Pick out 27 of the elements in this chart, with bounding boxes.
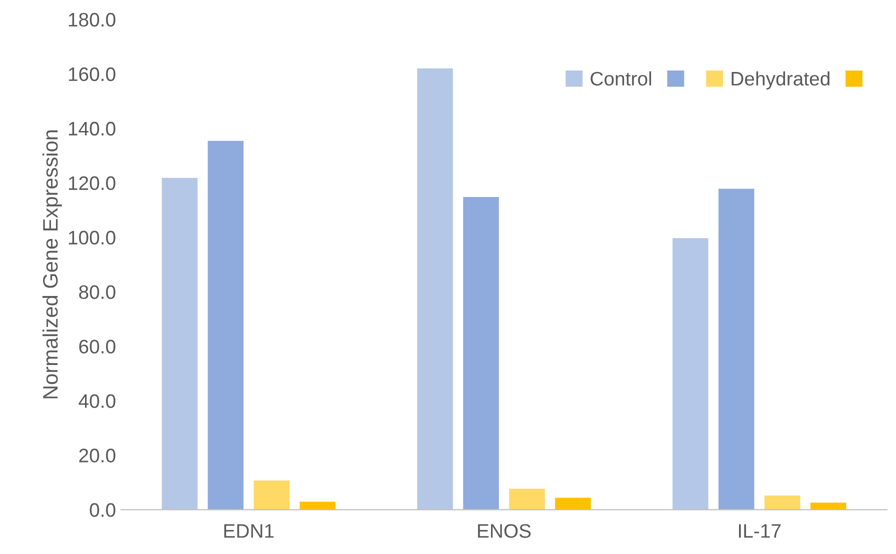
y-tick-label: 180.0 bbox=[68, 12, 116, 27]
bar bbox=[718, 188, 754, 510]
legend-label: Dehydrated bbox=[732, 71, 830, 90]
bar bbox=[208, 140, 244, 510]
bar bbox=[555, 498, 591, 510]
x-tick-label: ENOS bbox=[478, 524, 531, 538]
bar bbox=[162, 178, 198, 510]
bar bbox=[463, 196, 499, 510]
y-tick-label: 20.0 bbox=[79, 448, 116, 462]
bar bbox=[764, 496, 800, 510]
legend-label: Control bbox=[590, 71, 652, 86]
y-tick-label: 140.0 bbox=[68, 122, 116, 136]
y-tick-label: 100.0 bbox=[68, 230, 116, 245]
bar bbox=[810, 502, 846, 510]
bar bbox=[254, 480, 290, 510]
y-tick-label: 60.0 bbox=[79, 340, 116, 354]
y-axis-title: Normalized Gene Expression bbox=[42, 130, 62, 398]
bar bbox=[672, 238, 708, 510]
bar bbox=[509, 488, 545, 510]
y-tick-label: 40.0 bbox=[78, 394, 116, 408]
y-tick-label: 120.0 bbox=[68, 176, 116, 190]
x-tick-label: EDN1 bbox=[224, 524, 274, 538]
bar bbox=[417, 68, 453, 510]
y-tick-label: 160.0 bbox=[68, 67, 116, 82]
y-tick-label: 0.0 bbox=[90, 503, 116, 517]
y-tick-label: 80.0 bbox=[79, 285, 116, 300]
x-tick-label: IL-17 bbox=[739, 524, 781, 538]
